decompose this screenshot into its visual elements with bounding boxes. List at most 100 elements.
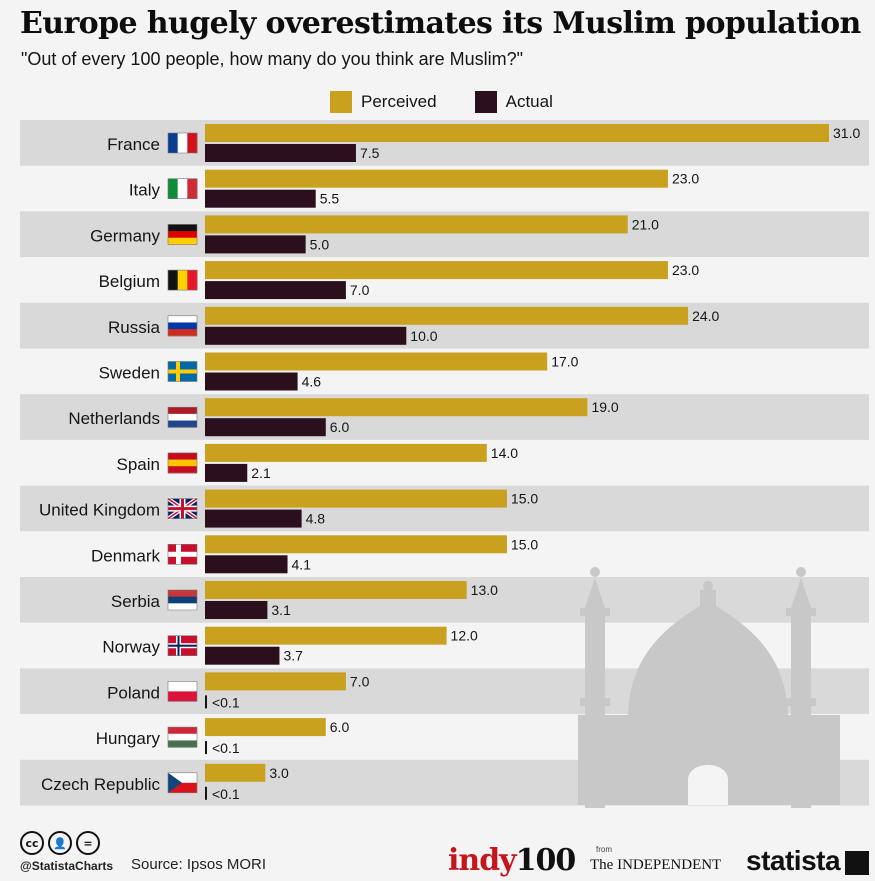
bar-perceived — [205, 215, 628, 234]
source-note: Source: Ipsos MORI — [131, 856, 267, 873]
bar-perceived — [205, 535, 507, 554]
category-label: Belgium — [99, 272, 160, 291]
data-label-perceived: 23.0 — [672, 171, 699, 187]
data-label-perceived: 15.0 — [511, 536, 538, 552]
flag-icon — [167, 269, 198, 291]
legend-swatch-actual — [474, 91, 497, 113]
category-label: Poland — [107, 683, 160, 702]
statista-logo-icon — [845, 851, 869, 875]
flag-icon — [167, 315, 198, 337]
legend-label-perceived: Perceived — [361, 92, 437, 111]
bar-perceived — [205, 718, 326, 737]
mosque-illustration — [578, 567, 840, 808]
category-label: Germany — [90, 226, 160, 245]
bar-actual — [205, 646, 280, 665]
license-icons: cc 👤 = — [20, 831, 104, 855]
category-row: Denmark 15.0 4.1 — [91, 535, 538, 574]
flag-icon — [167, 772, 198, 794]
category-label: Italy — [129, 181, 161, 200]
data-label-actual: <0.1 — [212, 740, 240, 756]
category-row: Belgium 23.0 7.0 — [99, 261, 699, 300]
bar-actual — [205, 509, 302, 528]
data-label-actual: 5.5 — [320, 191, 340, 207]
bar-actual — [205, 601, 268, 619]
attribution-icon: 👤 — [48, 831, 72, 855]
flag-icon — [167, 589, 198, 611]
statista-logo-text: statista — [746, 845, 841, 876]
flag-icon — [167, 635, 198, 657]
bar-actual — [205, 372, 298, 391]
bar-perceived — [205, 581, 467, 599]
chart-title: Europe hugely overestimates its Muslim p… — [20, 6, 861, 41]
data-label-actual: 7.0 — [350, 282, 370, 298]
bar-actual — [205, 235, 306, 254]
data-label-perceived: 7.0 — [350, 673, 370, 689]
category-label: Czech Republic — [41, 775, 161, 794]
statista-handle: @StatistaCharts — [20, 859, 114, 873]
brand-from-label: from — [596, 845, 612, 854]
bar-perceived — [205, 489, 507, 508]
data-label-actual: 10.0 — [410, 328, 437, 344]
legend-swatch-perceived — [330, 91, 352, 113]
category-row: France 31.0 7.5 — [107, 124, 860, 162]
category-label: Netherlands — [68, 409, 160, 428]
data-label-actual: 2.1 — [251, 465, 271, 481]
legend-item-perceived: Perceived — [330, 91, 437, 113]
category-row: Russia 24.0 10.0 — [108, 306, 720, 345]
indy100-logo: indy100 — [448, 843, 576, 878]
category-row: Spain 14.0 2.1 — [117, 443, 518, 482]
bar-actual — [205, 555, 288, 574]
flag-icon — [167, 406, 198, 428]
bar-perceived — [205, 169, 668, 188]
bar-actual — [205, 695, 207, 709]
bar-perceived — [205, 672, 346, 691]
flag-icon — [166, 496, 199, 521]
category-label: France — [107, 135, 160, 154]
bar-perceived — [205, 261, 668, 280]
category-row: Sweden 17.0 4.6 — [99, 352, 579, 391]
category-row: Netherlands 19.0 6.0 — [68, 398, 619, 437]
data-label-perceived: 17.0 — [551, 354, 578, 370]
category-label: Spain — [117, 455, 160, 474]
footer: cc 👤 = @StatistaCharts Source: Ipsos MOR… — [0, 825, 875, 881]
bar-perceived — [205, 763, 266, 782]
bar-actual — [205, 189, 316, 208]
data-label-actual: <0.1 — [212, 694, 240, 710]
category-label: Russia — [108, 318, 161, 337]
bar-chart: France 31.0 7.5 Italy 23.0 5.5 Germany 21.0 5.0 B… — [20, 120, 869, 808]
bar-actual — [205, 741, 207, 755]
flag-icon — [167, 178, 198, 199]
bar-perceived — [205, 443, 487, 462]
data-label-perceived: 3.0 — [269, 765, 289, 781]
bar-perceived — [205, 626, 447, 645]
data-label-actual: 3.1 — [271, 602, 291, 618]
data-label-actual: 3.7 — [283, 648, 303, 664]
data-label-actual: 6.0 — [330, 419, 350, 435]
category-label: Serbia — [111, 592, 161, 611]
data-label-perceived: 15.0 — [511, 491, 538, 507]
flag-icon — [167, 132, 198, 154]
independent-logo: The INDEPENDENT — [590, 857, 722, 873]
flag-icon — [167, 452, 198, 474]
data-label-actual: 7.5 — [360, 145, 380, 161]
category-label: Sweden — [99, 364, 160, 383]
data-label-perceived: 21.0 — [632, 216, 659, 232]
data-label-perceived: 19.0 — [591, 399, 618, 415]
chart-subtitle: "Out of every 100 people, how many do yo… — [21, 49, 524, 69]
legend: Perceived Actual — [330, 90, 591, 114]
category-row: Serbia 13.0 3.1 — [111, 581, 498, 619]
category-label: Norway — [102, 638, 160, 657]
category-row: Poland 7.0 <0.1 — [107, 672, 370, 710]
data-label-actual: 5.0 — [310, 236, 330, 252]
category-row: United Kingdom 15.0 4.8 — [39, 489, 538, 528]
data-label-actual: <0.1 — [212, 786, 240, 802]
bar-perceived — [205, 398, 588, 417]
flag-icon — [167, 361, 198, 382]
bar-actual — [205, 281, 346, 300]
flag-icon — [167, 543, 198, 565]
data-label-actual: 4.1 — [292, 556, 312, 572]
legend-label-actual: Actual — [505, 92, 553, 111]
category-label: United Kingdom — [39, 501, 160, 520]
category-row: Germany 21.0 5.0 — [90, 215, 659, 254]
data-label-perceived: 12.0 — [451, 628, 478, 644]
